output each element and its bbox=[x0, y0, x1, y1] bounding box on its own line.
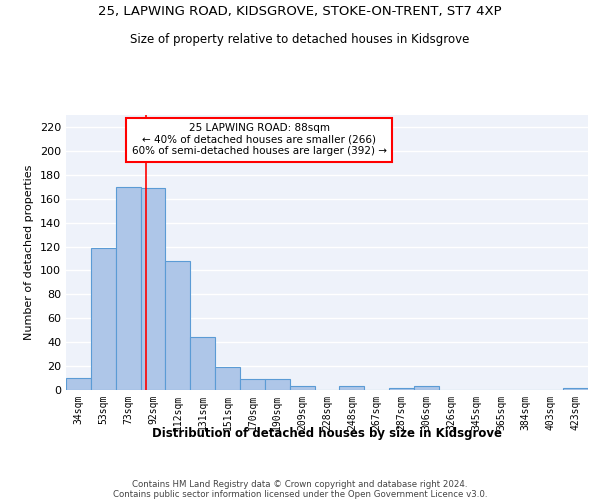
Bar bbox=[66, 378, 91, 390]
Text: Size of property relative to detached houses in Kidsgrove: Size of property relative to detached ho… bbox=[130, 32, 470, 46]
Y-axis label: Number of detached properties: Number of detached properties bbox=[25, 165, 34, 340]
Bar bbox=[340, 386, 364, 390]
Bar bbox=[116, 186, 140, 390]
Text: Distribution of detached houses by size in Kidsgrove: Distribution of detached houses by size … bbox=[152, 428, 502, 440]
Bar bbox=[414, 386, 439, 390]
Text: 25 LAPWING ROAD: 88sqm
← 40% of detached houses are smaller (266)
60% of semi-de: 25 LAPWING ROAD: 88sqm ← 40% of detached… bbox=[131, 123, 386, 156]
Bar bbox=[140, 188, 166, 390]
Bar bbox=[91, 248, 116, 390]
Bar bbox=[265, 379, 290, 390]
Bar bbox=[215, 368, 240, 390]
Bar bbox=[389, 388, 414, 390]
Bar bbox=[166, 261, 190, 390]
Text: 25, LAPWING ROAD, KIDSGROVE, STOKE-ON-TRENT, ST7 4XP: 25, LAPWING ROAD, KIDSGROVE, STOKE-ON-TR… bbox=[98, 5, 502, 18]
Bar bbox=[240, 379, 265, 390]
Bar bbox=[190, 338, 215, 390]
Bar bbox=[563, 388, 588, 390]
Text: Contains HM Land Registry data © Crown copyright and database right 2024.
Contai: Contains HM Land Registry data © Crown c… bbox=[113, 480, 487, 500]
Bar bbox=[290, 386, 314, 390]
